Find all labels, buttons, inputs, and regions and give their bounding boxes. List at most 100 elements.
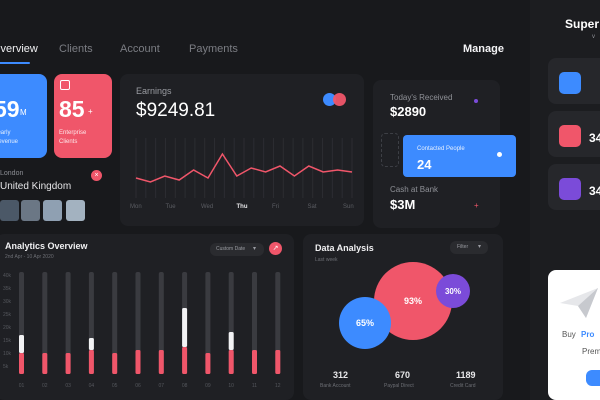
bank-account-label: Bank Account bbox=[320, 383, 351, 389]
sidebar-card-value: 34 bbox=[589, 131, 600, 145]
date-dropdown-label: Custom Date bbox=[216, 246, 246, 252]
clients-value: 85 bbox=[59, 96, 85, 122]
dot-icon bbox=[474, 99, 478, 103]
bank-account-value: 312 bbox=[333, 370, 349, 380]
contacted-card[interactable]: Contacted People 24 bbox=[403, 135, 516, 177]
user-icon bbox=[559, 178, 581, 200]
wallet-icon bbox=[559, 125, 581, 147]
buy-text: Buy bbox=[562, 330, 576, 339]
cash-label: Cash at Bank bbox=[390, 185, 439, 194]
location-photo[interactable] bbox=[43, 200, 62, 221]
contacted-label: Contacted People bbox=[417, 146, 465, 152]
plus-icon: + bbox=[474, 201, 479, 210]
y-tick-label: 15k bbox=[3, 338, 12, 344]
manage-button[interactable]: Manage bbox=[463, 43, 504, 55]
y-tick-label: 40k bbox=[3, 273, 12, 279]
x-tick-label: Sat bbox=[307, 204, 317, 210]
data-analysis-subtitle: Last week bbox=[315, 257, 338, 263]
bank-icon bbox=[559, 72, 581, 94]
sidebar-card[interactable] bbox=[548, 58, 600, 104]
x-tick-label: 08 bbox=[181, 383, 188, 389]
contacted-value: 24 bbox=[417, 157, 432, 172]
chevron-down-icon: ▾ bbox=[253, 246, 257, 252]
x-tick-label: 09 bbox=[205, 383, 211, 389]
analytics-subtitle: 2nd Apr - 10 Apr 2020 bbox=[5, 254, 54, 260]
x-tick-label: Wed bbox=[201, 204, 214, 210]
paypal-value: 670 bbox=[395, 370, 411, 380]
analytics-panel bbox=[0, 234, 294, 400]
location-photo[interactable] bbox=[0, 200, 19, 221]
location-photo[interactable] bbox=[21, 200, 40, 221]
x-tick-label: 10 bbox=[228, 383, 234, 389]
buy-button[interactable] bbox=[586, 370, 600, 386]
sidebar-card-value: 34 bbox=[589, 184, 600, 198]
x-tick-label: 04 bbox=[88, 383, 95, 389]
dot-icon bbox=[497, 152, 502, 157]
cash-value: $3M bbox=[390, 197, 416, 212]
credit-card-value: 1189 bbox=[456, 370, 476, 380]
y-tick-label: 25k bbox=[3, 312, 12, 318]
premium-text: Prem bbox=[582, 347, 600, 356]
y-tick-label: 10k bbox=[3, 351, 12, 357]
paypal-label: Paypal Direct bbox=[384, 383, 414, 389]
data-analysis-title: Data Analysis bbox=[315, 243, 374, 253]
location-panel: London United Kingdom × bbox=[0, 164, 112, 230]
y-tick-label: 20k bbox=[3, 325, 12, 331]
bubble-30: 30% bbox=[436, 274, 470, 308]
date-dropdown[interactable]: Custom Date ▾ bbox=[210, 243, 264, 256]
sidebar-title-suffix: v bbox=[592, 34, 595, 40]
toggle-icon[interactable] bbox=[323, 93, 336, 106]
revenue-card[interactable]: 59 M Yearly Revenue bbox=[0, 74, 47, 158]
location-city: London bbox=[0, 170, 24, 177]
promo-card: Buy Pro Prem bbox=[548, 270, 600, 400]
received-label: Today's Received bbox=[390, 93, 453, 102]
earnings-label: Earnings bbox=[136, 86, 172, 96]
toggle-icon[interactable] bbox=[333, 93, 346, 106]
arrow-icon[interactable]: ↗ bbox=[269, 242, 282, 255]
buy-pro-text: Pro bbox=[581, 330, 595, 339]
close-icon[interactable]: × bbox=[91, 170, 102, 181]
bubble-65: 65% bbox=[339, 297, 391, 349]
tab-overview[interactable]: Overview bbox=[0, 43, 38, 55]
x-tick-label: Tue bbox=[165, 204, 176, 210]
y-tick-label: 5k bbox=[3, 364, 9, 370]
tab-active-indicator bbox=[0, 62, 30, 64]
x-tick-label: Mon bbox=[130, 204, 142, 210]
analytics-title: Analytics Overview bbox=[5, 241, 88, 251]
revenue-unit: M bbox=[20, 108, 27, 117]
filter-dropdown[interactable]: Filter ▾ bbox=[450, 241, 488, 254]
paper-plane-icon bbox=[560, 288, 598, 318]
x-tick-label: 11 bbox=[251, 383, 258, 389]
revenue-value: 59 bbox=[0, 96, 20, 122]
building-icon bbox=[60, 80, 70, 90]
received-value: $2890 bbox=[390, 104, 427, 119]
y-tick-label: 30k bbox=[3, 299, 12, 305]
revenue-label: Yearly Revenue bbox=[0, 130, 19, 145]
filter-label: Filter bbox=[457, 244, 469, 250]
top-nav: Overview Clients Account Payments Manage bbox=[0, 0, 520, 70]
tab-payments[interactable]: Payments bbox=[189, 43, 238, 55]
sidebar-title: Super bbox=[565, 17, 600, 31]
x-tick-label: Sun bbox=[343, 204, 354, 210]
tab-clients[interactable]: Clients bbox=[59, 43, 93, 55]
sidebar-card[interactable]: 34 bbox=[548, 111, 600, 157]
x-tick-label: 05 bbox=[111, 383, 118, 389]
x-tick-label: 07 bbox=[158, 383, 165, 389]
y-tick-label: 35k bbox=[3, 286, 12, 292]
location-photo[interactable] bbox=[66, 200, 85, 221]
x-tick-label: 12 bbox=[275, 383, 281, 389]
location-country: United Kingdom bbox=[0, 181, 72, 192]
clients-unit: + bbox=[88, 107, 93, 116]
placeholder-frame bbox=[381, 133, 399, 167]
tab-account[interactable]: Account bbox=[120, 43, 160, 55]
clients-card[interactable]: 85 + Enterprise Clients bbox=[54, 74, 112, 158]
x-tick-label: Fri bbox=[272, 204, 279, 210]
clients-label: Enterprise Clients bbox=[59, 130, 87, 145]
chevron-down-icon: ▾ bbox=[478, 244, 482, 250]
x-tick-label: 02 bbox=[42, 383, 48, 389]
sidebar-card[interactable]: 34 bbox=[548, 164, 600, 210]
x-tick-label: 06 bbox=[135, 383, 141, 389]
x-tick-label: Thu bbox=[236, 204, 248, 210]
x-tick-label: 01 bbox=[18, 383, 25, 389]
earnings-value: $9249.81 bbox=[136, 100, 216, 121]
